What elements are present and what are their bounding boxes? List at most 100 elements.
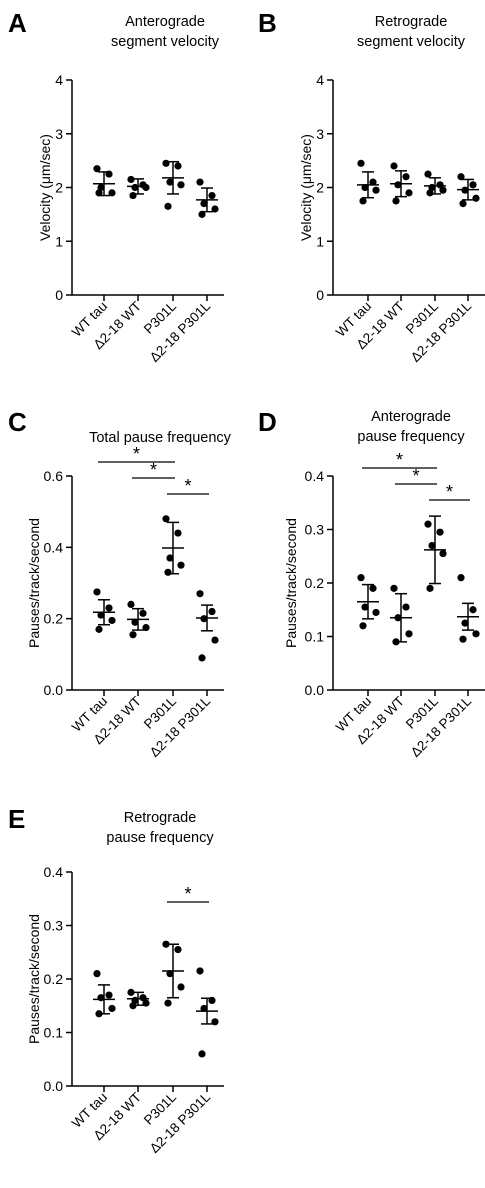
data-point <box>459 635 467 643</box>
significance-star: * <box>133 444 140 464</box>
data-point <box>469 606 477 614</box>
data-point <box>198 654 206 662</box>
y-tick-label: 0.0 <box>305 682 325 698</box>
data-point <box>359 622 367 630</box>
data-point <box>174 945 182 954</box>
data-point <box>142 999 150 1007</box>
data-point <box>177 983 185 991</box>
chart-title: Total pause frequency <box>89 430 232 446</box>
data-point <box>166 178 174 186</box>
panel-c: C Total pause frequency Pauses/track/secon… <box>8 407 232 760</box>
data-point <box>439 549 447 558</box>
data-point <box>357 159 365 167</box>
data-point <box>357 574 365 582</box>
data-point <box>162 940 170 948</box>
data-point <box>402 603 410 611</box>
data-point <box>162 159 170 167</box>
data-point <box>105 604 113 612</box>
data-point <box>392 197 400 205</box>
y-tick-label: 1 <box>55 233 63 249</box>
y-tick-label: 0.2 <box>44 971 64 987</box>
data-point <box>208 191 216 200</box>
y-tick-label: 4 <box>55 72 63 88</box>
y-tick-label: 0 <box>316 287 324 303</box>
data-point <box>405 189 413 197</box>
data-point <box>164 202 172 210</box>
data-point <box>424 520 432 528</box>
significance-star: * <box>412 466 419 486</box>
data-point <box>472 630 480 638</box>
data-point <box>208 607 216 616</box>
panel-letter: A <box>8 8 27 38</box>
data-point <box>198 210 206 218</box>
panel-letter: C <box>8 407 27 437</box>
y-tick-label: 1 <box>316 233 324 249</box>
chart-title: segment velocity <box>111 34 220 50</box>
data-point <box>372 608 380 617</box>
x-tick-label: Δ2-18 P301L <box>147 693 214 760</box>
data-point <box>164 568 172 576</box>
y-tick-label: 0.6 <box>44 468 64 484</box>
y-tick-label: 0 <box>55 287 63 303</box>
data-point <box>196 590 204 598</box>
data-point <box>424 170 432 178</box>
y-tick-label: 0.0 <box>44 682 64 698</box>
data-point <box>93 588 101 596</box>
data-point <box>390 584 398 592</box>
data-point <box>359 197 367 205</box>
data-point <box>108 1004 116 1013</box>
data-point <box>426 584 434 592</box>
panel-letter: D <box>258 407 277 437</box>
data-point <box>211 1018 219 1026</box>
panel-letter: E <box>8 804 25 834</box>
data-point <box>198 1050 206 1058</box>
data-point <box>108 616 116 625</box>
data-point <box>95 625 103 633</box>
y-tick-label: 3 <box>316 126 324 142</box>
significance-star: * <box>184 884 191 904</box>
data-point <box>105 991 113 999</box>
data-point <box>369 584 377 592</box>
significance-star: * <box>184 476 191 496</box>
data-point <box>405 630 413 638</box>
y-tick-label: 0.0 <box>44 1078 64 1094</box>
chart-title: Anterograde <box>125 14 205 30</box>
data-point <box>164 999 172 1007</box>
data-point <box>457 574 465 582</box>
data-point <box>93 165 101 173</box>
y-tick-label: 2 <box>316 180 324 196</box>
y-tick-label: 0.1 <box>44 1025 64 1041</box>
significance-star: * <box>446 482 453 502</box>
data-point <box>472 194 480 202</box>
y-axis-label: Velocity (μm/sec) <box>37 134 53 241</box>
data-point <box>139 609 147 617</box>
y-tick-label: 3 <box>55 126 63 142</box>
data-point <box>131 618 139 626</box>
panel-e: E Retrograde pause frequency Pauses/track/s… <box>8 804 224 1156</box>
y-tick-label: 0.3 <box>44 918 64 934</box>
y-axis-label: Velocity (μm/sec) <box>298 134 314 241</box>
y-tick-label: 0.4 <box>44 864 64 880</box>
y-tick-label: 2 <box>55 180 63 196</box>
data-point <box>166 970 174 978</box>
data-point <box>361 183 369 192</box>
data-point <box>200 200 208 208</box>
data-point <box>174 162 182 170</box>
y-tick-label: 0.4 <box>44 539 64 555</box>
chart-title: pause frequency <box>106 830 214 846</box>
significance-star: * <box>150 460 157 480</box>
data-point <box>469 181 477 189</box>
y-tick-label: 4 <box>316 72 324 88</box>
data-point <box>372 186 380 194</box>
data-point <box>127 600 135 609</box>
data-point <box>361 603 369 611</box>
panel-a: A Anterograde segment velocity Velocity (μm… <box>8 8 224 365</box>
chart-title: pause frequency <box>357 429 465 445</box>
data-point <box>97 611 105 619</box>
data-point <box>390 162 398 170</box>
data-point <box>459 200 467 208</box>
chart-title: segment velocity <box>357 34 466 50</box>
data-point <box>93 970 101 978</box>
data-point <box>200 1004 208 1013</box>
